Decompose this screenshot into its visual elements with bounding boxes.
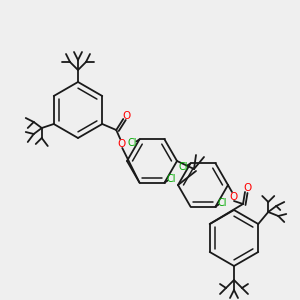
- Text: O: O: [229, 192, 237, 202]
- Text: Cl: Cl: [167, 174, 176, 184]
- Text: Cl: Cl: [179, 162, 188, 172]
- Text: O: O: [117, 139, 125, 149]
- Text: O: O: [122, 111, 130, 121]
- Text: Cl: Cl: [128, 138, 137, 148]
- Text: Cl: Cl: [218, 198, 227, 208]
- Text: O: O: [244, 183, 252, 193]
